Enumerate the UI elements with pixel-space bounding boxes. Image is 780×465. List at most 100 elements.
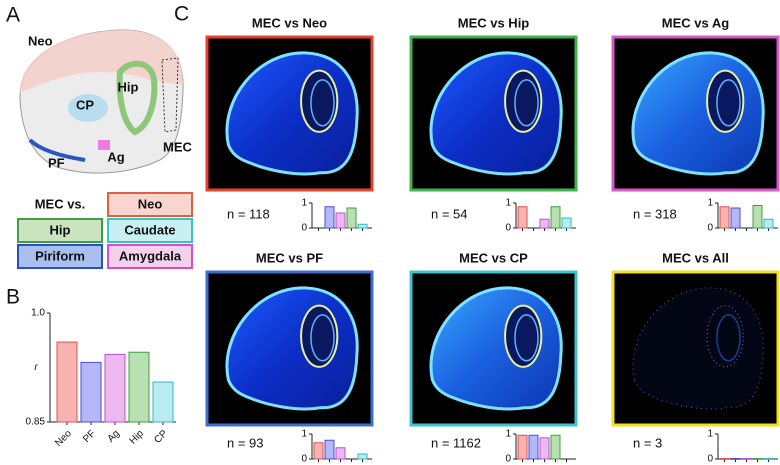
y-tick-label: 1 xyxy=(707,429,713,440)
image-border xyxy=(611,270,780,427)
y-tick-label: 0 xyxy=(301,454,307,465)
y-tick-label: 1.0 xyxy=(31,308,45,319)
image-border xyxy=(205,270,374,427)
legend-label: Hip xyxy=(50,222,71,237)
image-border xyxy=(611,35,780,192)
y-tick-label: 0 xyxy=(707,454,713,465)
legend-label: Neo xyxy=(138,196,163,211)
legend-label: Caudate xyxy=(124,222,175,237)
n-label: n = 54 xyxy=(431,206,468,221)
legend-box xyxy=(17,218,103,243)
bar xyxy=(550,434,561,460)
hippocampus xyxy=(300,69,339,133)
bar xyxy=(324,439,335,460)
x-tick-label: PF xyxy=(81,428,98,445)
bar xyxy=(346,207,357,229)
hippocampus xyxy=(504,304,543,368)
bar xyxy=(539,218,550,229)
y-tick-label: 0 xyxy=(505,223,511,234)
hippocampus xyxy=(300,304,339,368)
x-tick-label: Ag xyxy=(106,428,122,444)
brain-map xyxy=(632,287,764,410)
region-label: CP xyxy=(76,97,94,112)
hippocampus-inner xyxy=(514,314,539,362)
y-tick-label: 1 xyxy=(301,198,307,209)
panel-label: B xyxy=(6,286,20,309)
bar xyxy=(561,217,572,229)
hippocampus-inner xyxy=(514,79,539,127)
panel-label: C xyxy=(174,3,189,26)
y-axis-label: r xyxy=(34,362,38,373)
brain-slice xyxy=(19,29,184,174)
image-border xyxy=(409,270,578,427)
y-tick-label: 1 xyxy=(707,198,713,209)
legend-box xyxy=(107,244,193,269)
hippocampus xyxy=(706,69,745,133)
bar xyxy=(335,212,346,229)
bar xyxy=(719,206,730,229)
region-label: Hip xyxy=(118,79,139,94)
bar xyxy=(152,381,174,423)
bar xyxy=(335,447,346,460)
bar xyxy=(719,458,730,460)
hippocampus-inner xyxy=(716,314,741,362)
bar xyxy=(741,458,752,460)
image-title: MEC vs All xyxy=(662,250,729,265)
hippocampus-inner xyxy=(716,79,741,127)
panel-label: A xyxy=(6,4,20,27)
x-tick-label: CP xyxy=(152,428,170,446)
bar xyxy=(324,206,335,229)
x-tick-label: Neo xyxy=(53,428,74,449)
y-tick-label: 0 xyxy=(707,223,713,234)
bar xyxy=(357,453,368,460)
legend-box xyxy=(107,192,193,217)
bar xyxy=(104,353,126,423)
bar xyxy=(517,206,528,229)
bar xyxy=(752,205,763,229)
hippocampus xyxy=(706,305,744,368)
n-label: n = 118 xyxy=(227,206,270,221)
bar xyxy=(730,207,741,229)
hippocampus-inner xyxy=(310,79,335,127)
legend-label: Amygdala xyxy=(119,248,182,263)
y-tick-label: 0 xyxy=(301,223,307,234)
x-tick-label: Hip xyxy=(128,428,147,447)
bar xyxy=(763,458,774,460)
region-label: Neo xyxy=(28,33,53,48)
legend-box xyxy=(107,218,193,243)
image-title: MEC vs Hip xyxy=(458,15,530,30)
bar xyxy=(56,341,78,423)
region-label: MEC xyxy=(163,139,193,154)
y-tick-label: 1 xyxy=(505,429,511,440)
y-tick-label: 0 xyxy=(505,454,511,465)
bar xyxy=(313,442,324,460)
bar xyxy=(357,223,368,229)
image-title: MEC vs CP xyxy=(459,250,528,265)
bar xyxy=(763,218,774,229)
image-title: MEC vs Ag xyxy=(662,15,729,30)
n-label: n = 318 xyxy=(633,206,677,221)
image-title: MEC vs Neo xyxy=(252,15,327,30)
n-label: n = 3 xyxy=(633,435,662,450)
bar xyxy=(730,458,741,460)
hippocampus-inner xyxy=(310,314,335,362)
y-tick-label: 0.85 xyxy=(26,417,46,428)
n-label: n = 1162 xyxy=(431,435,481,450)
bar xyxy=(550,206,561,229)
image-border xyxy=(205,35,374,192)
region-label: PF xyxy=(48,155,65,170)
bar xyxy=(539,437,550,460)
bar xyxy=(80,361,102,423)
image-border xyxy=(409,35,578,192)
legend-box xyxy=(17,244,103,269)
bar xyxy=(752,458,763,460)
image-title: MEC vs PF xyxy=(256,250,323,265)
y-tick-label: 1 xyxy=(505,198,511,209)
legend-title: MEC vs. xyxy=(35,196,86,211)
bar xyxy=(517,434,528,460)
legend-label: Piriform xyxy=(35,248,85,263)
hippocampus xyxy=(504,69,543,133)
region-label: Ag xyxy=(107,149,124,164)
n-label: n = 93 xyxy=(227,435,264,450)
